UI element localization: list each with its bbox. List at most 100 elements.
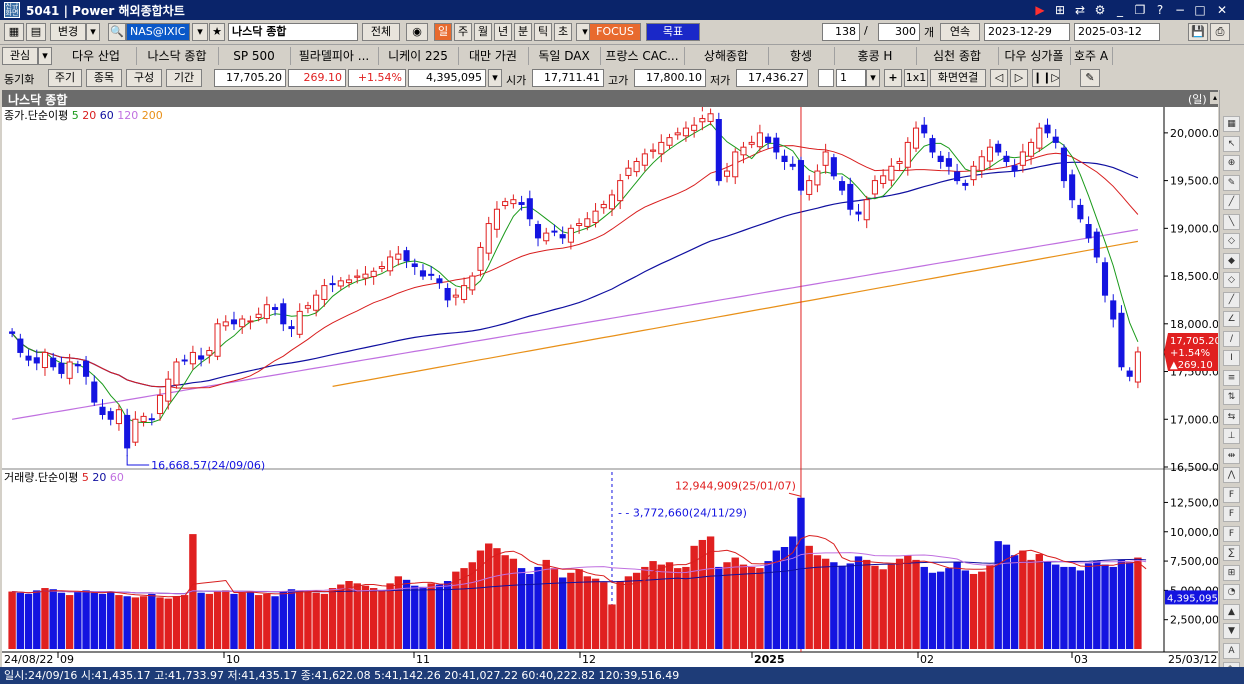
period-week-button[interactable]: 주 [454,23,472,41]
help-icon[interactable]: ? [1156,3,1164,17]
market-tab-3[interactable]: SP 500 [218,47,291,65]
market-tab-11[interactable]: 홍콩 H [834,47,917,65]
end-date-field[interactable]: 2025-03-12 [1074,23,1160,41]
search-icon[interactable]: 🔍 [108,23,126,41]
slope-icon[interactable]: ∕ [1223,330,1240,347]
market-tab-2[interactable]: 나스닥 종합 [136,47,219,65]
spinner-field[interactable]: 1 [836,69,866,87]
market-tab-4[interactable]: 필라델피아 ... [290,47,379,65]
fibo-fan-icon[interactable]: F [1223,506,1240,522]
favorites-button[interactable]: 관심 [2,47,38,65]
table-icon[interactable]: ▦ [1223,116,1240,132]
pointer-icon[interactable]: ↖ [1223,135,1240,152]
market-tab-7[interactable]: 독일 DAX [528,47,601,65]
down-arrow-icon[interactable]: ▼ [1223,623,1240,639]
grid-icon[interactable]: ⊞ [1054,3,1066,17]
chart-canvas[interactable]: 종가.단순이평 5 20 60 120 200 거래량.단순이평 5 20 60… [2,91,1233,667]
minimize-icon[interactable]: _ [1117,3,1123,17]
screen-link-button[interactable]: 화면연결 [930,69,986,87]
eraser-icon[interactable]: ✎ [1223,174,1240,191]
pause-icon[interactable]: ❙❙▷ [1032,69,1060,87]
start-date-field[interactable]: 2023-12-29 [984,23,1070,41]
cross-icon[interactable]: ⊥ [1223,428,1240,444]
period-minute-button[interactable]: 분 [514,23,532,41]
grid-icon[interactable]: ⊞ [1223,564,1240,581]
compose-button[interactable]: 구성 [126,69,162,87]
link-icon[interactable]: ⇄ [1074,3,1086,17]
count-total-field[interactable]: 300 [878,23,920,41]
play-icon[interactable]: ▶ [1035,3,1045,17]
market-tab-10[interactable]: 항셍 [768,47,835,65]
continuous-button[interactable]: 연속 [940,23,980,41]
period-button[interactable]: 기간 [166,69,202,87]
period-day-button[interactable]: 일 [434,23,452,41]
settings-icon[interactable]: ⚙ [1094,3,1106,17]
prev-icon[interactable]: ◁ [990,69,1008,87]
channel-icon[interactable]: ⇅ [1223,389,1240,405]
range-icon[interactable]: ⇹ [1223,447,1240,464]
market-tab-12[interactable]: 심천 종합 [916,47,999,65]
horizontal-line-icon[interactable]: ≡ [1223,369,1240,386]
item-button[interactable]: 종목 [86,69,122,87]
market-tab-9[interactable]: 상해종합 [684,47,769,65]
market-tab-13[interactable]: 다우 싱가폴 [998,47,1071,65]
vertical-line-icon[interactable]: I [1223,350,1240,366]
cycle-button[interactable]: 주기 [48,69,82,87]
angle-icon[interactable]: ∠ [1223,311,1240,327]
market-tab-6[interactable]: 대만 가권 [458,47,529,65]
close-icon[interactable]: ✕ [1216,3,1228,17]
fibo-time-icon[interactable]: F [1223,525,1240,542]
trendline-icon[interactable]: ╱ [1223,194,1240,210]
favorites-dropdown-icon[interactable]: ▾ [38,47,52,65]
save-layout-icon[interactable]: ▤ [26,23,46,41]
focus-button[interactable]: FOCUS [589,23,641,41]
print-icon[interactable]: ⎙ [1210,23,1230,41]
chart-area[interactable]: 종가.단순이평 5 20 60 120 200 거래량.단순이평 5 20 60… [2,91,1233,667]
zoom-icon[interactable]: ⊕ [1223,155,1240,171]
next-icon[interactable]: ▷ [1010,69,1028,87]
speaker-icon[interactable]: ◉ [406,23,428,41]
restore-icon[interactable]: ❐ [1134,3,1146,17]
sum-icon[interactable]: ∑ [1223,545,1240,561]
fill-icon[interactable]: ◆ [1223,252,1240,269]
ratio-button[interactable]: 1x1 [904,69,928,87]
market-tab-1[interactable]: 다우 산업 [56,47,137,65]
candle-body-9 [83,360,90,377]
window-minimize-icon[interactable]: − [1174,3,1186,17]
shape-icon[interactable]: ◇ [1223,272,1240,288]
up-arrow-icon[interactable]: ▲ [1223,603,1240,620]
spinner-dropdown-icon[interactable]: ▾ [866,69,880,87]
parallel-icon[interactable]: ⇆ [1223,408,1240,425]
symbol-code-field[interactable]: NAS@IXIC [126,23,190,41]
change-button[interactable]: 변경 [50,23,86,41]
symbol-name-field[interactable]: 나스닥 종합 [228,23,358,41]
pen-tool-icon[interactable]: ✎ [1080,69,1100,87]
diamond-icon[interactable]: ◇ [1223,233,1240,249]
change-dropdown-icon[interactable]: ▾ [86,23,100,41]
market-tab-5[interactable]: 니케이 225 [378,47,459,65]
save-icon[interactable]: 💾 [1188,23,1208,41]
text-icon[interactable]: A [1223,642,1240,659]
fibo-retrace-icon[interactable]: F [1223,486,1240,503]
plus-icon[interactable]: + [884,69,902,87]
period-year-button[interactable]: 년 [494,23,512,41]
star-icon[interactable]: ★ [209,23,225,41]
circle-icon[interactable]: ◔ [1223,584,1240,600]
maximize-icon[interactable]: □ [1194,3,1206,17]
market-tab-8[interactable]: 프랑스 CAC... [600,47,685,65]
ray-icon[interactable]: ╱ [1223,291,1240,308]
all-button[interactable]: 전체 [362,23,400,41]
market-tab-14[interactable]: 호주 A [1070,47,1113,65]
period-second-button[interactable]: 초 [554,23,572,41]
checkbox-icon[interactable] [818,69,834,87]
period-month-button[interactable]: 월 [474,23,492,41]
layout-icon[interactable]: ▦ [4,23,24,41]
line-icon[interactable]: ╲ [1223,213,1240,230]
quote-dropdown-icon[interactable]: ▾ [488,69,502,87]
count-field[interactable]: 138 [822,23,860,41]
wave-icon[interactable]: ⋀ [1223,467,1240,483]
symbol-dropdown-icon[interactable]: ▾ [192,23,208,41]
collapse-icon[interactable]: ▴ [1210,92,1220,104]
period-tick-button[interactable]: 틱 [534,23,552,41]
target-button[interactable]: 목표 [646,23,700,41]
